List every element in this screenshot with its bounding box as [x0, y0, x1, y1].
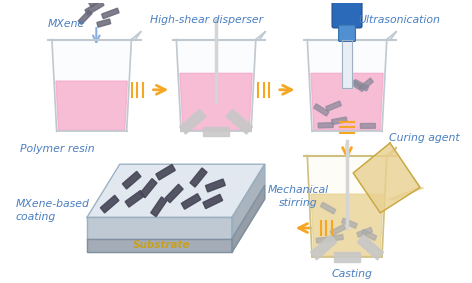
- Polygon shape: [101, 8, 119, 19]
- Polygon shape: [87, 164, 265, 217]
- Polygon shape: [78, 10, 92, 24]
- Polygon shape: [180, 73, 252, 130]
- Polygon shape: [307, 40, 387, 131]
- Polygon shape: [227, 109, 253, 134]
- Polygon shape: [353, 143, 420, 213]
- Polygon shape: [177, 40, 256, 131]
- Text: Substrate: Substrate: [133, 241, 190, 250]
- FancyBboxPatch shape: [338, 25, 355, 41]
- Polygon shape: [203, 127, 229, 136]
- Polygon shape: [181, 194, 201, 209]
- Polygon shape: [205, 179, 225, 192]
- Polygon shape: [318, 123, 333, 128]
- Polygon shape: [56, 81, 127, 130]
- Polygon shape: [122, 171, 141, 189]
- Text: Casting: Casting: [331, 269, 372, 279]
- Polygon shape: [354, 80, 369, 91]
- Polygon shape: [359, 78, 373, 92]
- Polygon shape: [140, 179, 157, 198]
- Text: Polymer resin: Polymer resin: [20, 144, 94, 154]
- Polygon shape: [307, 156, 387, 257]
- Polygon shape: [347, 78, 362, 90]
- Polygon shape: [320, 202, 336, 214]
- Polygon shape: [357, 227, 372, 237]
- Polygon shape: [85, 0, 104, 15]
- Text: Curing agent: Curing agent: [389, 133, 460, 143]
- Polygon shape: [342, 218, 357, 228]
- Text: Mechanical
stirring: Mechanical stirring: [268, 185, 329, 208]
- Text: MXene: MXene: [48, 19, 85, 29]
- Polygon shape: [232, 164, 265, 239]
- Polygon shape: [311, 73, 383, 130]
- Polygon shape: [203, 194, 223, 209]
- Polygon shape: [97, 19, 111, 27]
- Polygon shape: [180, 109, 206, 134]
- Polygon shape: [314, 104, 329, 116]
- Polygon shape: [190, 168, 207, 187]
- Polygon shape: [87, 239, 232, 252]
- Polygon shape: [357, 235, 383, 260]
- FancyBboxPatch shape: [332, 0, 362, 28]
- Text: High-shear disperser: High-shear disperser: [150, 15, 263, 25]
- Polygon shape: [342, 40, 352, 88]
- Polygon shape: [311, 235, 337, 260]
- Polygon shape: [232, 185, 265, 252]
- Text: Ultrasonication: Ultrasonication: [358, 15, 440, 25]
- Polygon shape: [165, 184, 183, 203]
- Polygon shape: [87, 217, 232, 239]
- Polygon shape: [125, 190, 144, 207]
- Polygon shape: [89, 0, 104, 7]
- Polygon shape: [330, 224, 346, 235]
- Polygon shape: [361, 230, 377, 241]
- Polygon shape: [101, 195, 119, 213]
- Polygon shape: [326, 101, 341, 111]
- Polygon shape: [328, 235, 343, 241]
- Polygon shape: [361, 123, 375, 128]
- Polygon shape: [311, 194, 383, 256]
- Polygon shape: [52, 40, 131, 131]
- Polygon shape: [156, 164, 175, 180]
- Polygon shape: [334, 252, 360, 262]
- Text: MXene-based
coating: MXene-based coating: [16, 199, 90, 222]
- Polygon shape: [316, 237, 331, 243]
- Polygon shape: [331, 117, 347, 125]
- Polygon shape: [151, 197, 167, 216]
